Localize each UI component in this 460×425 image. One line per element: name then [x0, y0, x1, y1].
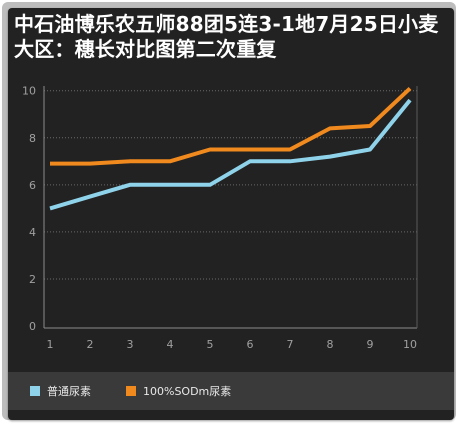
- y-tick-label-6: 6: [29, 179, 36, 192]
- y-tick-label-4: 4: [29, 226, 36, 239]
- series-1-point-9[interactable]: [368, 148, 372, 152]
- x-tick-label-6: 6: [247, 338, 254, 351]
- series-1-point-1[interactable]: [48, 206, 52, 210]
- legend-swatch-series-1: [30, 386, 40, 396]
- series-2-point-4[interactable]: [168, 159, 172, 163]
- y-tick-labels: 0 2 4 6 8 10: [22, 85, 36, 333]
- legend-item-series-1[interactable]: 普通尿素: [30, 372, 91, 410]
- series-2-point-1[interactable]: [48, 162, 52, 166]
- series-1-point-4[interactable]: [168, 183, 172, 187]
- y-tick-label-10: 10: [22, 85, 36, 98]
- grid-lines: [44, 90, 417, 280]
- series-line-2[interactable]: [50, 86, 412, 166]
- series-2-point-5[interactable]: [208, 148, 212, 152]
- series-2-point-3[interactable]: [128, 159, 132, 163]
- series-2-point-2[interactable]: [88, 162, 92, 166]
- chart-title: 中石油博乐农五师88团5连3-1地7月25日小麦大区：穗长对比图第二次重复: [14, 12, 439, 61]
- x-tick-labels: 1 2 3 4 5 6 7 8 9 10: [47, 338, 418, 351]
- x-tick-label-5: 5: [207, 338, 214, 351]
- plot-axes: [43, 86, 418, 329]
- legend-item-series-2[interactable]: 100%SODm尿素: [126, 372, 231, 410]
- legend-swatch-series-2: [126, 386, 136, 396]
- series-1-point-2[interactable]: [88, 195, 92, 199]
- series-1-point-7[interactable]: [288, 159, 292, 163]
- legend: 普通尿素 100%SODm尿素: [8, 372, 454, 410]
- x-tick-label-9: 9: [367, 338, 374, 351]
- data-series: [48, 86, 412, 211]
- series-1-point-6[interactable]: [248, 159, 252, 163]
- x-tick-label-8: 8: [327, 338, 334, 351]
- series-2-point-8[interactable]: [328, 126, 332, 130]
- series-1-point-8[interactable]: [328, 155, 332, 159]
- y-tick-label-8: 8: [29, 132, 36, 145]
- series-2-point-10[interactable]: [408, 86, 412, 90]
- series-2-point-7[interactable]: [288, 148, 292, 152]
- series-line-1[interactable]: [49, 98, 412, 211]
- legend-label-series-1: 普通尿素: [47, 385, 91, 398]
- series-2-point-9[interactable]: [368, 124, 372, 128]
- series-1-point-5[interactable]: [208, 183, 212, 187]
- chart-frame: 中石油博乐农五师88团5连3-1地7月25日小麦大区：穗长对比图第二次重复 0 2…: [2, 2, 456, 420]
- series-1-point-3[interactable]: [128, 183, 132, 187]
- series-2-point-6[interactable]: [248, 148, 252, 152]
- legend-label-series-2: 100%SODm尿素: [143, 385, 232, 398]
- x-tick-label-4: 4: [167, 338, 174, 351]
- x-tick-label-7: 7: [287, 338, 294, 351]
- x-tick-label-1: 1: [47, 338, 54, 351]
- x-tick-label-10: 10: [403, 338, 417, 351]
- x-tick-label-3: 3: [127, 338, 134, 351]
- x-tick-label-2: 2: [87, 338, 94, 351]
- series-1-point-10[interactable]: [408, 98, 412, 102]
- chart-card: 中石油博乐农五师88团5连3-1地7月25日小麦大区：穗长对比图第二次重复 0 2…: [8, 8, 454, 420]
- y-tick-label-0: 0: [29, 320, 36, 333]
- y-tick-label-2: 2: [29, 273, 36, 286]
